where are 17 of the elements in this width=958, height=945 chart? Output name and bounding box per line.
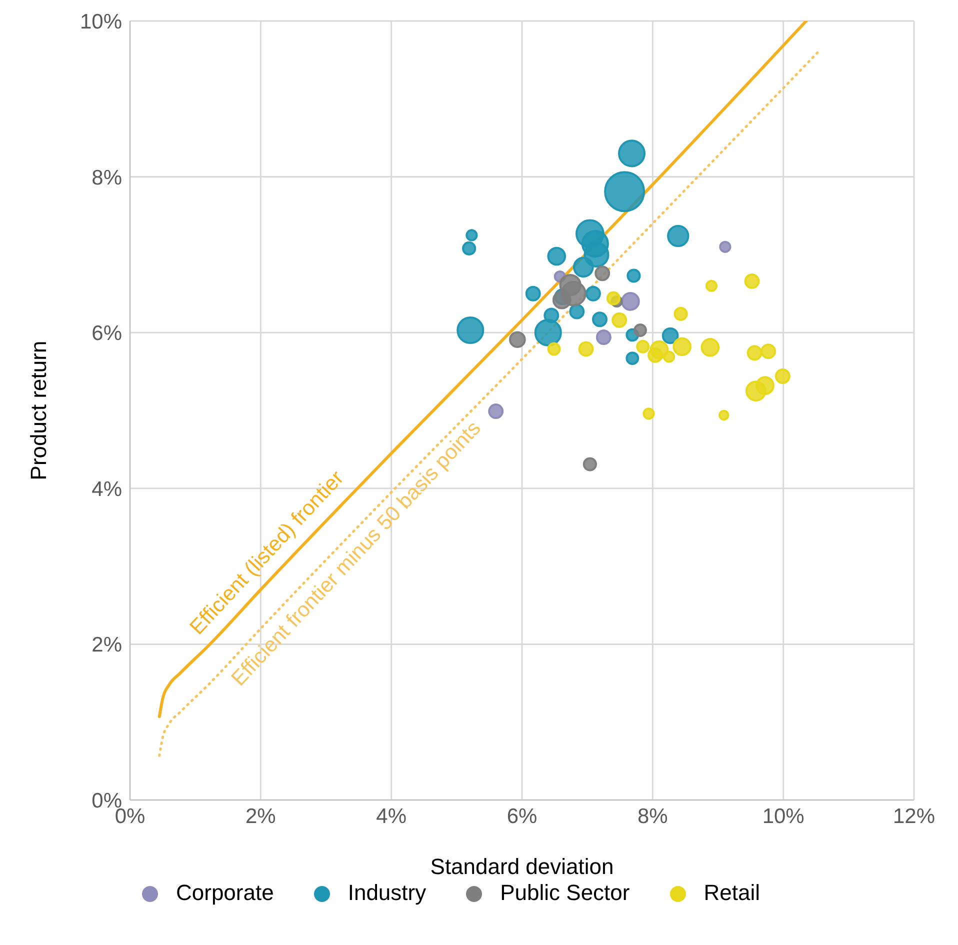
- legend-label: Corporate: [176, 880, 274, 905]
- legend-label: Industry: [348, 880, 426, 905]
- y-tick-label: 10%: [80, 10, 122, 34]
- y-tick-label: 8%: [92, 166, 122, 190]
- x-tick-label: 10%: [762, 804, 804, 828]
- x-tick-label: 12%: [892, 804, 936, 828]
- x-tick-label: 2%: [245, 804, 276, 828]
- y-tick-label: 2%: [92, 634, 122, 657]
- legend-label: Public Sector: [500, 880, 630, 905]
- x-tick-label: 4%: [376, 804, 407, 828]
- legend-label: Retail: [704, 880, 760, 905]
- y-tick-label: 6%: [92, 322, 122, 346]
- y-tick-label: 4%: [92, 478, 122, 501]
- x-axis-title: Standard deviation: [430, 854, 614, 879]
- x-tick-label: 6%: [506, 804, 538, 828]
- y-axis-title: Product return: [26, 340, 51, 480]
- x-tick-label: 8%: [637, 804, 668, 828]
